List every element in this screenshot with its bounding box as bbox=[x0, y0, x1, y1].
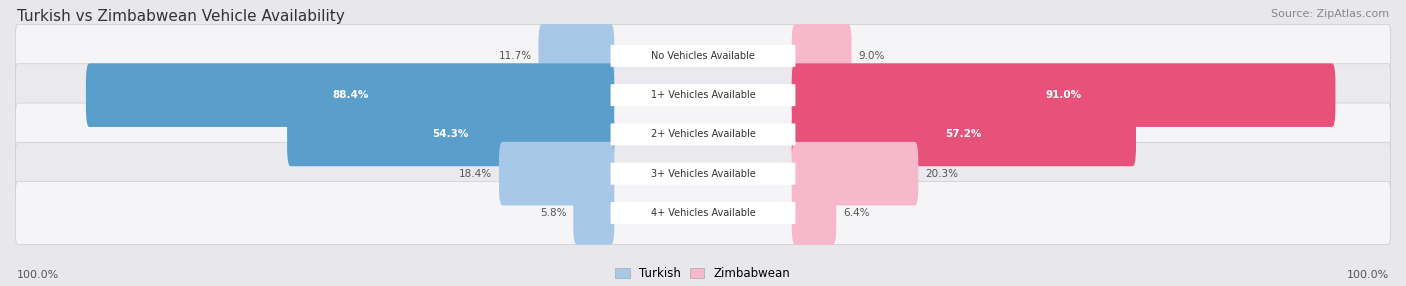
Text: 100.0%: 100.0% bbox=[17, 270, 59, 280]
Text: 54.3%: 54.3% bbox=[433, 130, 470, 139]
FancyBboxPatch shape bbox=[610, 45, 796, 67]
FancyBboxPatch shape bbox=[792, 24, 852, 88]
Text: 4+ Vehicles Available: 4+ Vehicles Available bbox=[651, 208, 755, 218]
Text: 20.3%: 20.3% bbox=[925, 169, 957, 179]
Legend: Turkish, Zimbabwean: Turkish, Zimbabwean bbox=[610, 262, 796, 285]
Text: Turkish vs Zimbabwean Vehicle Availability: Turkish vs Zimbabwean Vehicle Availabili… bbox=[17, 9, 344, 23]
FancyBboxPatch shape bbox=[538, 24, 614, 88]
FancyBboxPatch shape bbox=[15, 103, 1391, 166]
Text: No Vehicles Available: No Vehicles Available bbox=[651, 51, 755, 61]
Text: 3+ Vehicles Available: 3+ Vehicles Available bbox=[651, 169, 755, 179]
FancyBboxPatch shape bbox=[610, 84, 796, 106]
FancyBboxPatch shape bbox=[15, 64, 1391, 127]
Text: 100.0%: 100.0% bbox=[1347, 270, 1389, 280]
Text: 2+ Vehicles Available: 2+ Vehicles Available bbox=[651, 130, 755, 139]
FancyBboxPatch shape bbox=[15, 25, 1391, 87]
Text: 57.2%: 57.2% bbox=[946, 130, 981, 139]
FancyBboxPatch shape bbox=[610, 163, 796, 185]
FancyBboxPatch shape bbox=[86, 63, 614, 127]
Text: Source: ZipAtlas.com: Source: ZipAtlas.com bbox=[1271, 9, 1389, 19]
Text: 9.0%: 9.0% bbox=[859, 51, 884, 61]
FancyBboxPatch shape bbox=[15, 142, 1391, 205]
Text: 11.7%: 11.7% bbox=[499, 51, 531, 61]
FancyBboxPatch shape bbox=[792, 181, 837, 245]
FancyBboxPatch shape bbox=[287, 103, 614, 166]
FancyBboxPatch shape bbox=[610, 124, 796, 145]
FancyBboxPatch shape bbox=[610, 202, 796, 224]
FancyBboxPatch shape bbox=[792, 103, 1136, 166]
Text: 5.8%: 5.8% bbox=[540, 208, 567, 218]
Text: 91.0%: 91.0% bbox=[1046, 90, 1081, 100]
FancyBboxPatch shape bbox=[15, 182, 1391, 244]
FancyBboxPatch shape bbox=[499, 142, 614, 205]
Text: 18.4%: 18.4% bbox=[458, 169, 492, 179]
Text: 1+ Vehicles Available: 1+ Vehicles Available bbox=[651, 90, 755, 100]
Text: 6.4%: 6.4% bbox=[844, 208, 869, 218]
FancyBboxPatch shape bbox=[792, 142, 918, 205]
FancyBboxPatch shape bbox=[574, 181, 614, 245]
FancyBboxPatch shape bbox=[792, 63, 1336, 127]
Text: 88.4%: 88.4% bbox=[332, 90, 368, 100]
